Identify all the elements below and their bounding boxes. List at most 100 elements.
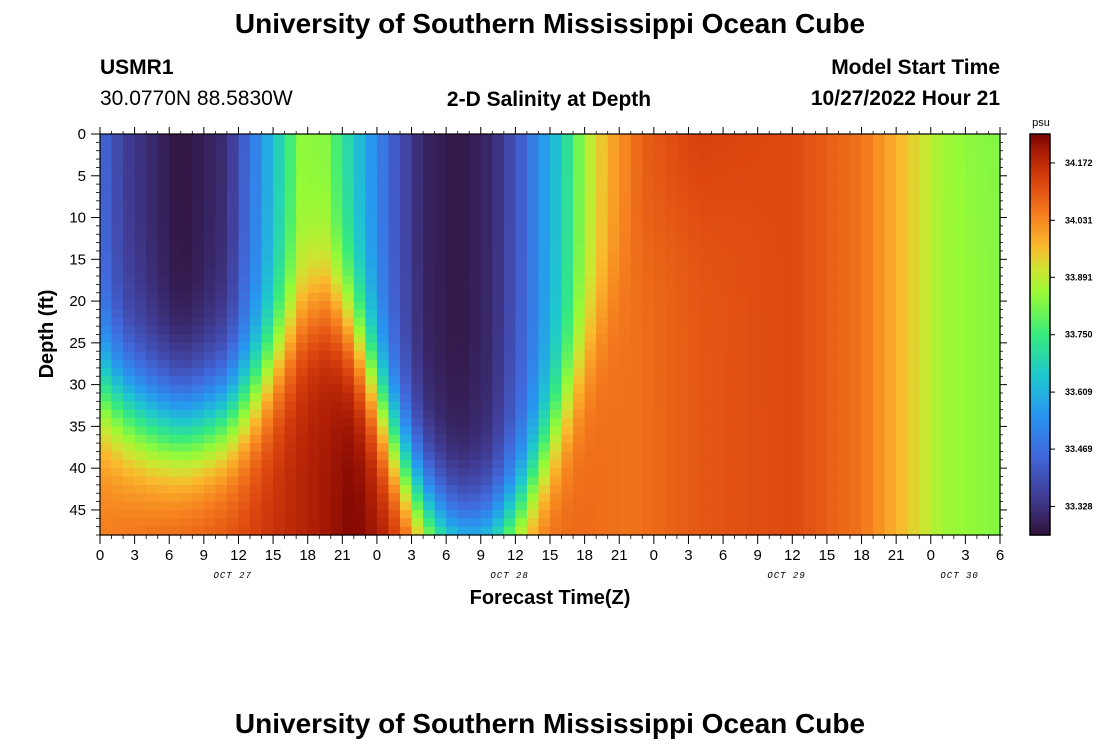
heatmap-cell — [492, 159, 505, 169]
heatmap-cell — [203, 501, 216, 511]
heatmap-cell — [700, 351, 713, 361]
heatmap-cell — [180, 451, 193, 461]
heatmap-cell — [146, 159, 159, 169]
heatmap-cell — [203, 392, 216, 402]
heatmap-cell — [492, 476, 505, 486]
heatmap-cell — [457, 276, 470, 285]
heatmap-cell — [561, 518, 574, 528]
heatmap-cell — [965, 309, 978, 319]
heatmap-cell — [123, 409, 136, 419]
heatmap-cell — [711, 334, 724, 344]
heatmap-cell — [676, 451, 690, 461]
heatmap-cell — [157, 192, 170, 202]
heatmap-cell — [665, 493, 678, 503]
heatmap-cell — [169, 317, 182, 327]
heatmap-cell — [757, 451, 770, 461]
heatmap-cell — [203, 192, 216, 202]
heatmap-cell — [803, 367, 816, 377]
heatmap-cell — [296, 142, 309, 152]
heatmap-cell — [411, 518, 424, 528]
heatmap-cell — [330, 376, 343, 386]
heatmap-cell — [469, 476, 482, 486]
heatmap-cell — [180, 426, 193, 436]
heatmap-cell — [607, 259, 620, 269]
heatmap-cell — [734, 509, 747, 519]
heatmap-cell — [700, 234, 713, 244]
heatmap-cell — [388, 192, 401, 202]
heatmap-cell — [896, 401, 909, 411]
heatmap-cell — [792, 526, 805, 536]
heatmap-cell — [157, 367, 170, 377]
heatmap-cell — [884, 142, 897, 152]
heatmap-cell — [550, 184, 563, 194]
heatmap-cell — [515, 434, 528, 444]
heatmap-cell — [446, 459, 459, 469]
heatmap-cell — [653, 142, 666, 152]
heatmap-cell — [723, 167, 736, 177]
heatmap-cell — [561, 159, 574, 169]
heatmap-cell — [723, 334, 736, 344]
heatmap-cell — [250, 493, 263, 503]
heatmap-cell — [723, 418, 736, 427]
heatmap-cell — [538, 359, 551, 369]
heatmap-cell — [215, 426, 228, 436]
heatmap-cell — [653, 317, 666, 327]
heatmap-cell — [353, 392, 366, 402]
heatmap-cell — [480, 159, 493, 169]
heatmap-cell — [769, 234, 782, 244]
heatmap-cell — [192, 217, 205, 227]
heatmap-cell — [307, 150, 320, 160]
y-tick-label: 5 — [78, 168, 86, 185]
heatmap-cell — [700, 376, 713, 386]
heatmap-cell — [169, 351, 182, 361]
heatmap-cell — [757, 459, 770, 469]
heatmap-cell — [676, 342, 690, 352]
heatmap-cell — [873, 309, 886, 319]
heatmap-cell — [330, 309, 343, 319]
heatmap-cell — [746, 509, 759, 519]
heatmap-cell — [953, 284, 966, 294]
heatmap-cell — [607, 209, 620, 219]
heatmap-cell — [526, 217, 540, 227]
colorbar-segment — [1030, 344, 1050, 349]
heatmap-cell — [446, 292, 459, 302]
heatmap-cell — [700, 250, 713, 260]
heatmap-cell — [503, 175, 516, 185]
heatmap-cell — [480, 301, 493, 311]
heatmap-cell — [307, 384, 320, 394]
heatmap-cell — [711, 359, 724, 369]
heatmap-cell — [434, 301, 447, 311]
heatmap-cell — [896, 159, 909, 169]
heatmap-cell — [826, 317, 840, 327]
heatmap-cell — [907, 134, 920, 143]
heatmap-cell — [238, 401, 251, 411]
heatmap-cell — [976, 209, 990, 219]
heatmap-cell — [573, 351, 586, 361]
heatmap-cell — [215, 184, 228, 194]
heatmap-cell — [711, 351, 724, 361]
heatmap-cell — [596, 401, 609, 411]
heatmap-cell — [192, 468, 205, 478]
heatmap-cell — [388, 317, 401, 327]
heatmap-cell — [838, 518, 851, 528]
heatmap-cell — [146, 476, 159, 486]
heatmap-cell — [342, 376, 355, 386]
heatmap-cell — [919, 200, 932, 210]
heatmap-cell — [203, 401, 216, 411]
heatmap-cell — [169, 276, 182, 285]
heatmap-cell — [688, 384, 701, 394]
heatmap-cell — [896, 326, 909, 336]
heatmap-cell — [503, 459, 516, 469]
colorbar-segment — [1030, 214, 1050, 219]
heatmap-cell — [526, 526, 540, 536]
colorbar-segment — [1030, 190, 1050, 195]
heatmap-cell — [238, 225, 251, 235]
heatmap-cell — [619, 342, 632, 352]
heatmap-cell — [503, 292, 516, 302]
heatmap-cell — [780, 434, 793, 444]
heatmap-cell — [619, 326, 632, 336]
heatmap-cell — [757, 242, 770, 252]
heatmap-cell — [146, 459, 159, 469]
heatmap-cell — [284, 217, 297, 227]
y-tick-label: 20 — [69, 293, 86, 310]
